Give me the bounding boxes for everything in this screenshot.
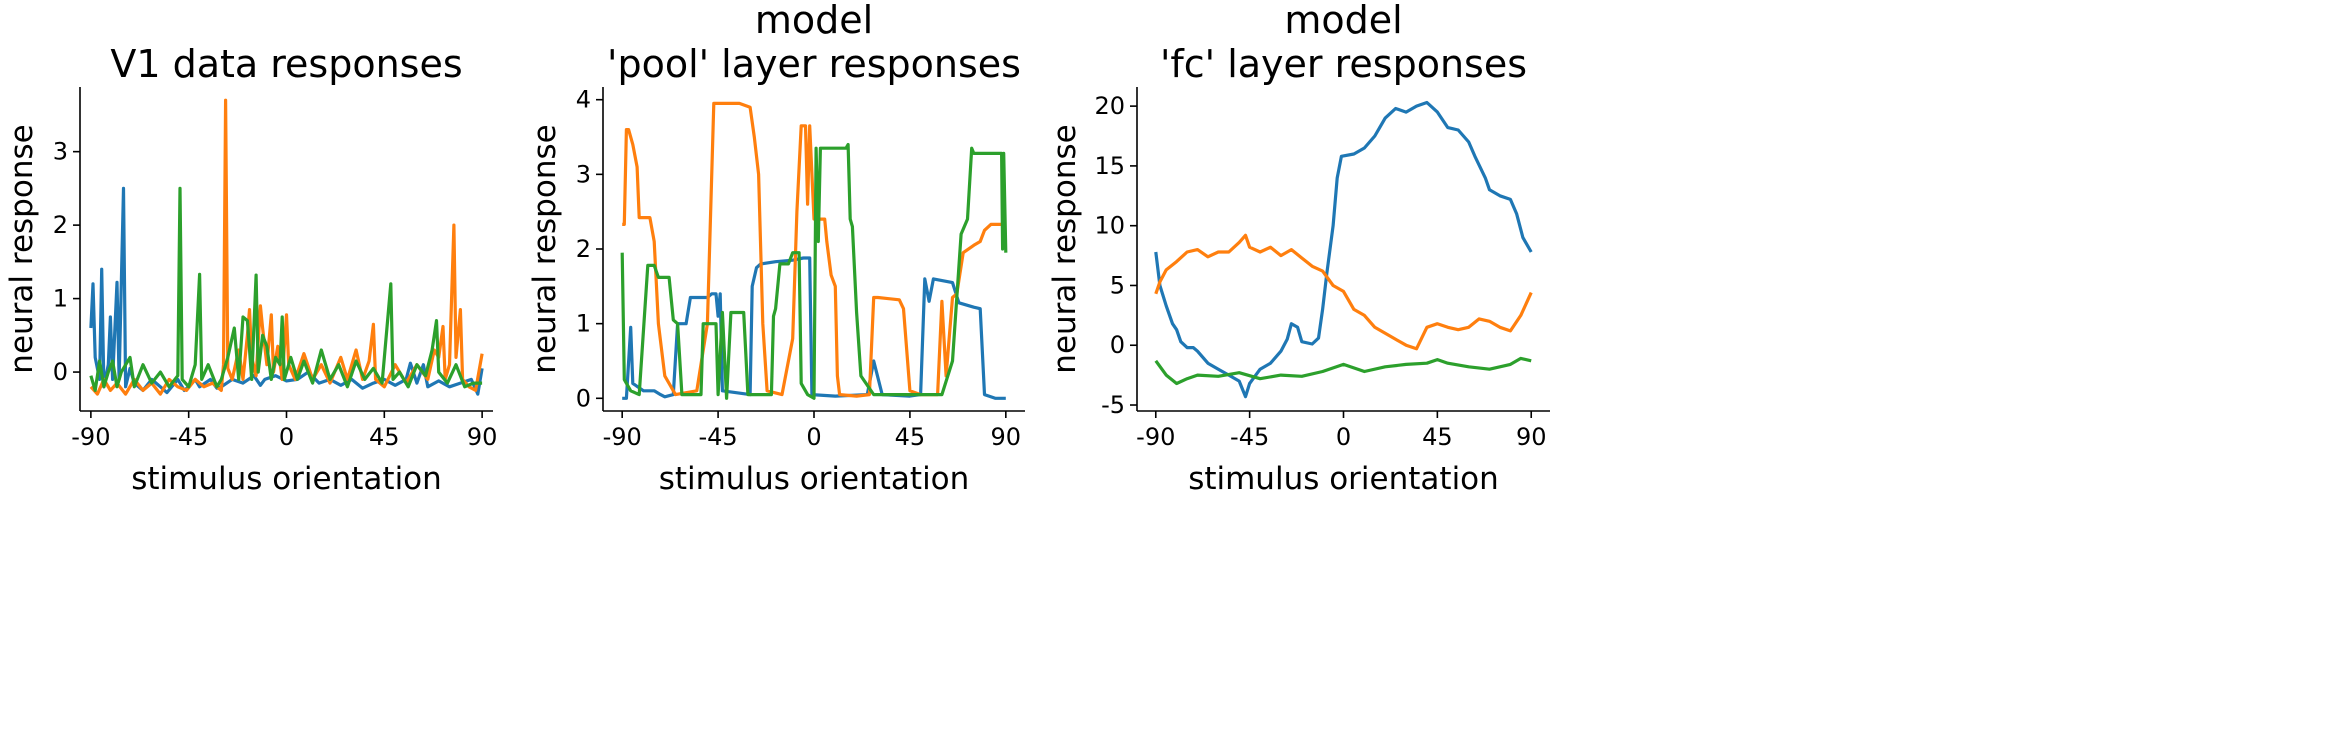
subplot-2: -90 -45 0 45 90 0 1 2 3 4 stimulus orientation neur… <box>527 0 1025 497</box>
y-tick-label: 0 <box>576 384 591 412</box>
y-tick-label: 0 <box>53 358 68 386</box>
y-tick-label: 3 <box>576 160 591 188</box>
chart-title: model <box>1284 0 1402 42</box>
y-tick-label: 5 <box>1110 271 1125 299</box>
y-axis-label: neural response <box>1047 124 1083 373</box>
x-tick-label: -45 <box>169 423 208 451</box>
x-tick-label: 45 <box>895 423 926 451</box>
subplot-3: -90 -45 0 45 90 -5 0 5 10 15 20 stimulus orientatio… <box>1047 0 1550 497</box>
series-line-2 <box>622 101 1006 398</box>
y-tick-label: 1 <box>576 310 591 338</box>
chart-title: 'fc' layer responses <box>1160 42 1527 86</box>
y-tick-label: 2 <box>53 211 68 239</box>
y-tick-label: 15 <box>1094 152 1125 180</box>
y-tick-label: 20 <box>1094 92 1125 120</box>
series-line-1 <box>1154 100 1533 399</box>
y-tick-label: 4 <box>576 86 591 114</box>
y-tick-label: 2 <box>576 235 591 263</box>
x-tick-label: 0 <box>279 423 294 451</box>
x-tick-label: 45 <box>369 423 400 451</box>
series-line-2 <box>89 98 484 396</box>
chart-title: 'pool' layer responses <box>607 42 1021 86</box>
x-axis-label: stimulus orientation <box>1188 461 1499 497</box>
x-tick-label: 90 <box>467 423 498 451</box>
y-tick-label: 1 <box>53 285 68 313</box>
x-tick-label: 0 <box>1336 423 1351 451</box>
series-line-3 <box>89 186 483 392</box>
y-axis-label: neural response <box>4 124 40 373</box>
x-tick-label: -45 <box>1230 423 1269 451</box>
y-tick-label: 0 <box>1110 331 1125 359</box>
x-tick-label: -90 <box>71 423 110 451</box>
y-axis-label: neural response <box>527 124 563 373</box>
y-tick-label: -5 <box>1101 391 1125 419</box>
x-tick-label: -90 <box>603 423 642 451</box>
x-tick-label: 0 <box>806 423 821 451</box>
x-tick-label: 90 <box>1516 423 1547 451</box>
series-line-2 <box>1154 233 1533 351</box>
x-tick-label: 45 <box>1422 423 1453 451</box>
x-axis-label: stimulus orientation <box>659 461 970 497</box>
y-tick-label: 10 <box>1094 212 1125 240</box>
x-tick-label: -90 <box>1136 423 1175 451</box>
x-axis-label: stimulus orientation <box>131 461 442 497</box>
series-line-3 <box>620 142 1008 400</box>
y-tick-label: 3 <box>53 138 68 166</box>
chart-title: model <box>755 0 873 42</box>
subplot-1: -90 -45 0 45 90 0 1 2 3 stimulus orientation neura… <box>4 42 497 497</box>
series-line-3 <box>1154 356 1532 386</box>
chart-title: V1 data responses <box>110 42 462 86</box>
x-tick-label: -45 <box>698 423 737 451</box>
series-line-1 <box>89 186 484 396</box>
x-tick-label: 90 <box>991 423 1022 451</box>
